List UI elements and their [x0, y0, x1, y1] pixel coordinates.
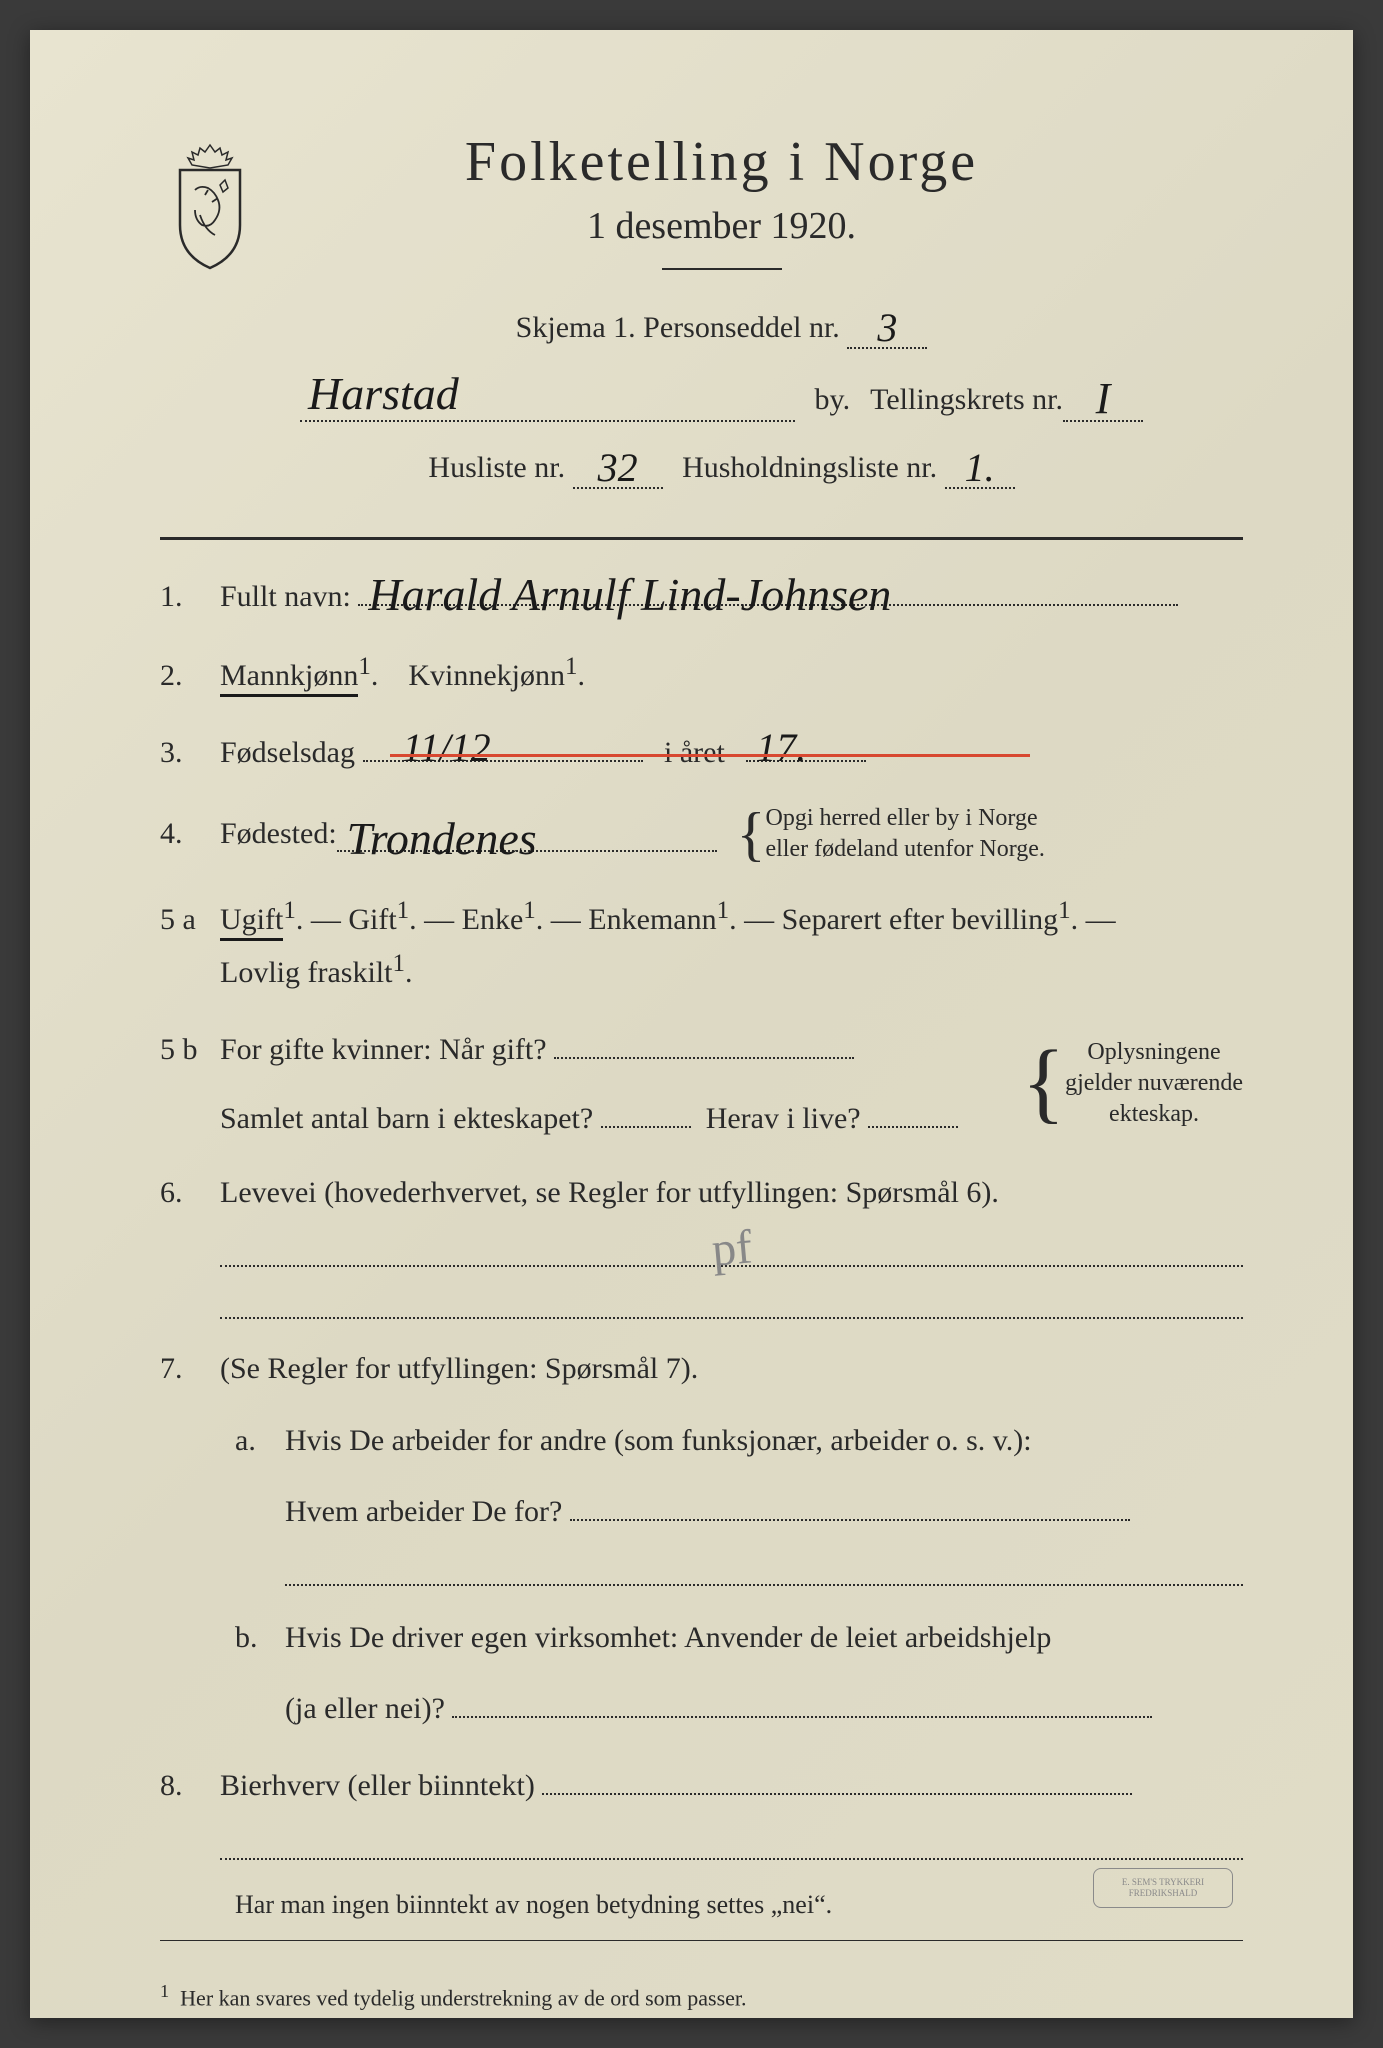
husholdning-value: 1. — [965, 445, 995, 490]
q2-num: 2. — [160, 652, 220, 700]
q3-year: 17. — [756, 716, 806, 780]
row-q8: 8. Bierhverv (eller biinntekt) — [160, 1759, 1243, 1860]
q5b-note: Oplysningene gjelder nuværende ekteskap. — [1065, 1037, 1243, 1131]
q5b-l1: For gifte kvinner: Når gift? — [220, 1033, 547, 1066]
husliste-line: Husliste nr. 32 Husholdningsliste nr. 1. — [300, 440, 1143, 489]
q7b-l2: (ja eller nei)? — [285, 1692, 445, 1725]
row-q7: 7. (Se Regler for utfyllingen: Spørsmål … — [160, 1345, 1243, 1733]
city-value: Harstad — [308, 368, 459, 419]
footer-note: Har man ingen biinntekt av nogen betydni… — [160, 1890, 1243, 1920]
q8-label: Bierhverv (eller biinntekt) — [220, 1769, 535, 1802]
brace-icon: { — [737, 810, 766, 858]
q1-num: 1. — [160, 573, 220, 621]
q5b-num: 5 b — [160, 1026, 220, 1074]
meta-block: Skjema 1. Personseddel nr. 3 Harstad by.… — [300, 300, 1143, 489]
footnote: 1 Her kan svares ved tydelig understrekn… — [160, 1981, 1243, 2011]
title-divider — [662, 268, 782, 270]
row-q2: 2. Mannkjønn1. Kvinnekjønn1. — [160, 647, 1243, 700]
q6-num: 6. — [160, 1169, 220, 1217]
q5a-num: 5 a — [160, 896, 220, 944]
title-block: Folketelling i Norge 1 desember 1920. Sk… — [300, 130, 1243, 507]
row-q5a: 5 a Ugift1. — Gift1. — Enke1. — Enkemann… — [160, 891, 1243, 997]
q2-opt2: Kvinnekjønn — [408, 659, 565, 692]
q5a-ugift: Ugift — [220, 903, 283, 941]
printer-stamp: E. SEM'S TRYKKERI FREDRIKSHALD — [1093, 1868, 1233, 1908]
husliste-value: 32 — [598, 445, 638, 490]
q3-day: 11/12 — [403, 716, 491, 780]
q4-label: Fødested: — [220, 810, 337, 858]
q5a-fraskilt: Lovlig fraskilt — [220, 956, 392, 989]
row-q5b: 5 b For gifte kvinner: Når gift? Samlet … — [160, 1023, 1243, 1143]
census-form-page: Folketelling i Norge 1 desember 1920. Sk… — [30, 30, 1353, 2018]
q5b-l2b: Herav i live? — [706, 1102, 861, 1135]
q7b-num: b. — [235, 1614, 285, 1733]
husliste-label: Husliste nr. — [428, 451, 565, 484]
skjema-nr-value: 3 — [877, 305, 897, 350]
q5a-separert: Separert efter bevilling — [782, 903, 1059, 936]
q4-note-l2: eller fødeland utenfor Norge. — [765, 836, 1044, 862]
q2-sup1: 1 — [358, 653, 371, 680]
main-title: Folketelling i Norge — [300, 130, 1143, 194]
form-header: Folketelling i Norge 1 desember 1920. Sk… — [160, 130, 1243, 507]
subtitle-date: 1 desember 1920. — [300, 204, 1143, 248]
q7-num: 7. — [160, 1345, 220, 1393]
fn-num: 1 — [160, 1981, 169, 2001]
q7-intro: (Se Regler for utfyllingen: Spørsmål 7). — [220, 1345, 1243, 1393]
q1-value: Harald Arnulf Lind-Johnsen — [368, 558, 891, 632]
q5a-gift: Gift — [348, 903, 396, 936]
q7a-l1: Hvis De arbeider for andre (som funksjon… — [285, 1417, 1243, 1465]
q3-mid: i året — [664, 736, 725, 769]
q1-label: Fullt navn: — [220, 580, 351, 613]
q2-opt1: Mannkjønn — [220, 659, 358, 697]
tellingskrets-value: I — [1096, 374, 1111, 423]
red-strike-mark — [390, 754, 1030, 757]
skjema-line: Skjema 1. Personseddel nr. 3 — [300, 300, 1143, 349]
row-q6: 6. Levevei (hovederhvervet, se Regler fo… — [160, 1169, 1243, 1319]
q5a-enke: Enke — [462, 903, 524, 936]
q6-label: Levevei (hovederhvervet, se Regler for u… — [220, 1176, 999, 1209]
q4-num: 4. — [160, 810, 220, 858]
brace-icon: { — [1022, 1047, 1065, 1119]
row-q4: 4. Fødested: Trondenes { Opgi herred ell… — [160, 803, 1243, 865]
row-q3: 3. Fødselsdag 11/12 i året 17. — [160, 726, 1243, 777]
q7a-l2: Hvem arbeider De for? — [285, 1495, 562, 1528]
q6-pencil-mark: pf — [708, 1210, 755, 1290]
tellingskrets-label: Tellingskrets nr. — [870, 383, 1063, 417]
q3-num: 3. — [160, 729, 220, 777]
q2-sup2: 1 — [565, 653, 578, 680]
skjema-label: Skjema 1. Personseddel nr. — [516, 311, 840, 344]
q7a-num: a. — [235, 1417, 285, 1586]
city-line: Harstad by. Tellingskrets nr. I — [300, 367, 1143, 422]
q5a-enkemann: Enkemann — [588, 903, 716, 936]
row-q1: 1. Fullt navn: Harald Arnulf Lind-Johnse… — [160, 570, 1243, 621]
q4-note: Opgi herred eller by i Norge eller fødel… — [765, 803, 1044, 865]
q4-note-l1: Opgi herred eller by i Norge — [765, 805, 1037, 831]
husholdning-label: Husholdningsliste nr. — [682, 451, 937, 484]
q3-label: Fødselsdag — [220, 736, 355, 769]
q5b-l2a: Samlet antal barn i ekteskapet? — [220, 1102, 593, 1135]
footnote-rule — [160, 1940, 1243, 1941]
header-rule — [160, 537, 1243, 540]
q7b-l1: Hvis De driver egen virksomhet: Anvender… — [285, 1614, 1243, 1662]
q4-value: Trondenes — [347, 802, 537, 876]
coat-of-arms-icon — [160, 140, 260, 270]
by-label: by. — [815, 383, 851, 417]
q8-num: 8. — [160, 1762, 220, 1810]
fn-text: Her kan svares ved tydelig understreknin… — [180, 1986, 746, 2011]
